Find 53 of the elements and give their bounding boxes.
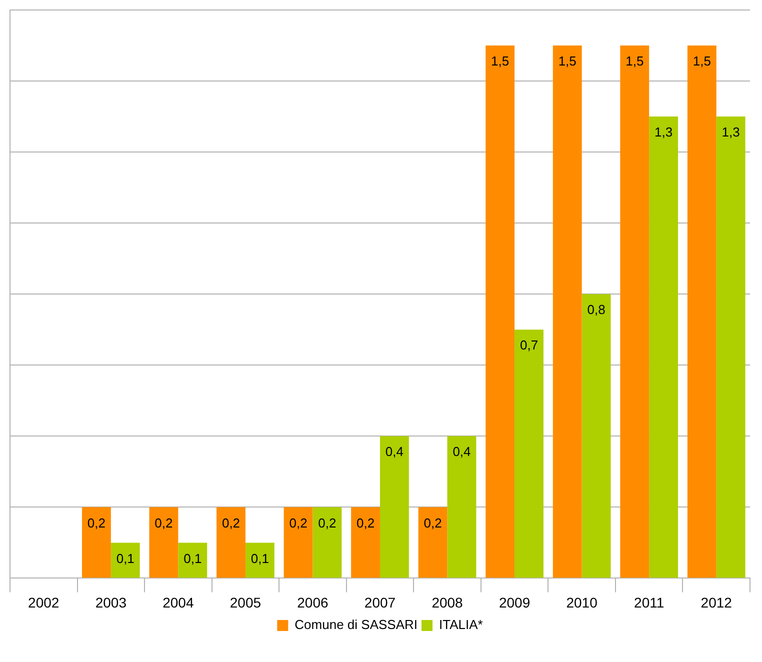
- bar: [687, 46, 716, 578]
- data-label: 1,5: [491, 54, 510, 69]
- x-tick-label: 2011: [634, 594, 664, 610]
- bar: [216, 507, 246, 578]
- bar: [149, 507, 178, 578]
- bar: [418, 507, 448, 578]
- bar: [649, 116, 678, 578]
- data-label: 0,4: [452, 444, 471, 460]
- bar: [620, 46, 650, 578]
- bar: [486, 46, 515, 578]
- data-label: 1,3: [654, 124, 673, 140]
- bar: [284, 507, 313, 578]
- bar: [245, 542, 274, 578]
- data-label: 0,2: [87, 515, 106, 530]
- data-label: 0,2: [289, 515, 308, 530]
- data-label: 1,5: [692, 54, 711, 69]
- x-tick-label: 2012: [700, 594, 732, 610]
- x-tick-label: 2007: [364, 594, 396, 610]
- bar: [552, 46, 582, 578]
- bar: [380, 436, 409, 578]
- data-label: 1,5: [558, 54, 576, 69]
- bar: [312, 507, 342, 578]
- bar: [178, 542, 208, 578]
- bar: [82, 507, 111, 578]
- bar: [514, 330, 544, 578]
- bar: [351, 507, 380, 578]
- bar: [110, 542, 140, 578]
- data-label: 0,2: [318, 515, 336, 530]
- bar: [716, 116, 746, 578]
- x-tick-label: 2002: [28, 594, 60, 610]
- data-label: 0,4: [385, 444, 404, 460]
- data-label: 0,2: [222, 515, 240, 530]
- legend-label: Comune di SASSARI: [294, 617, 418, 632]
- x-tick-label: 2006: [297, 594, 329, 610]
- data-label: 0,2: [424, 515, 442, 530]
- x-tick-label: 2005: [230, 594, 262, 610]
- data-label: 0,8: [587, 302, 606, 318]
- bar: [447, 436, 476, 578]
- x-tick-label: 2004: [162, 594, 194, 610]
- x-tick-label: 2009: [498, 594, 530, 610]
- data-label: 0,2: [356, 515, 375, 530]
- data-label: 0,1: [116, 550, 134, 566]
- x-tick-label: 2003: [95, 594, 127, 610]
- data-label: 1,5: [626, 54, 644, 69]
- legend-label: ITALIA*: [439, 617, 483, 632]
- data-label: 0,1: [250, 550, 269, 566]
- data-label: 0,7: [520, 338, 538, 353]
- data-label: 0,2: [154, 515, 173, 530]
- x-tick-label: 2008: [432, 594, 464, 610]
- bar: [582, 294, 611, 578]
- data-label: 0,1: [184, 550, 202, 566]
- x-tick-label: 2010: [566, 594, 598, 610]
- data-label: 1,3: [722, 124, 740, 140]
